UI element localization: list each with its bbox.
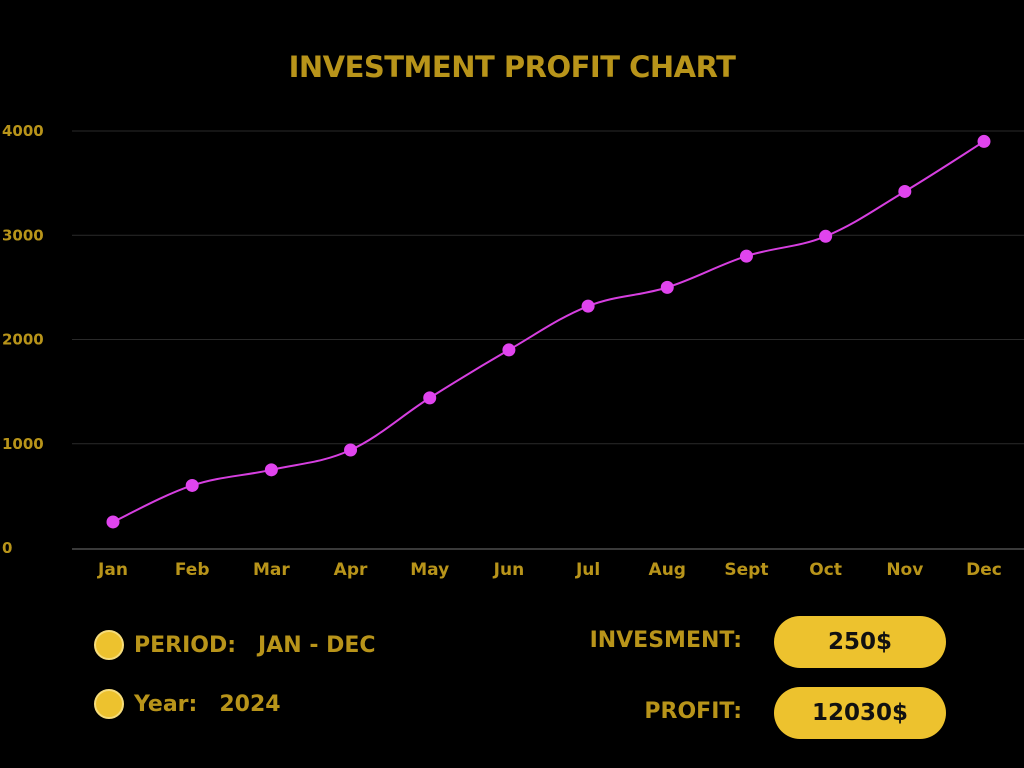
data-point-dec xyxy=(977,134,991,148)
period-value: JAN - DEC xyxy=(258,632,376,658)
line-chart: 0 1000 2000 3000 4000 Jan Feb Mar Apr May Jun Jul Au… xyxy=(2,122,1024,580)
period-label: PERIOD: xyxy=(134,632,237,658)
x-tick-label: Sept xyxy=(724,560,768,580)
investment-value-badge: 250$ xyxy=(774,616,946,668)
data-point-feb xyxy=(185,478,199,492)
data-point-mar xyxy=(264,463,278,477)
data-point-sept xyxy=(739,249,753,263)
x-tick-label: Jul xyxy=(575,560,600,580)
profit-label: PROFIT: xyxy=(644,699,742,724)
circle-bullet-icon xyxy=(94,689,124,719)
data-point-nov xyxy=(898,184,912,198)
x-tick-label: Dec xyxy=(966,560,1002,580)
x-tick-label: Aug xyxy=(649,560,686,580)
legend-period: PERIOD: JAN - DEC xyxy=(94,628,376,662)
data-point-may xyxy=(423,391,437,405)
x-tick-label: Feb xyxy=(175,560,210,580)
y-tick-label: 2000 xyxy=(2,331,44,349)
x-tick-label: Mar xyxy=(253,560,290,580)
y-tick-label: 1000 xyxy=(2,435,44,453)
data-point-jul xyxy=(581,299,595,313)
x-tick-label: Oct xyxy=(809,560,842,580)
circle-bullet-icon xyxy=(94,630,124,660)
legend-year: Year: 2024 xyxy=(94,687,281,721)
profit-value-badge: 12030$ xyxy=(774,687,946,739)
data-point-apr xyxy=(344,443,358,457)
y-tick-label: 0 xyxy=(2,539,12,557)
chart-title: INVESTMENT PROFIT CHART xyxy=(288,50,736,84)
data-point-aug xyxy=(660,280,674,294)
y-tick-label: 4000 xyxy=(2,122,44,140)
x-tick-label: Apr xyxy=(334,560,368,580)
y-tick-label: 3000 xyxy=(2,226,44,244)
x-tick-label: Nov xyxy=(886,560,923,580)
investment-label: INVESMENT: xyxy=(589,628,742,653)
series-line xyxy=(112,140,985,523)
x-tick-label: May xyxy=(410,560,449,580)
data-point-jan xyxy=(106,515,120,529)
year-value: 2024 xyxy=(219,691,281,717)
data-point-jun xyxy=(502,343,516,357)
x-tick-label: Jun xyxy=(493,560,525,580)
x-tick-label: Jan xyxy=(97,560,128,580)
data-point-oct xyxy=(819,229,833,243)
year-label: Year: xyxy=(134,691,198,717)
